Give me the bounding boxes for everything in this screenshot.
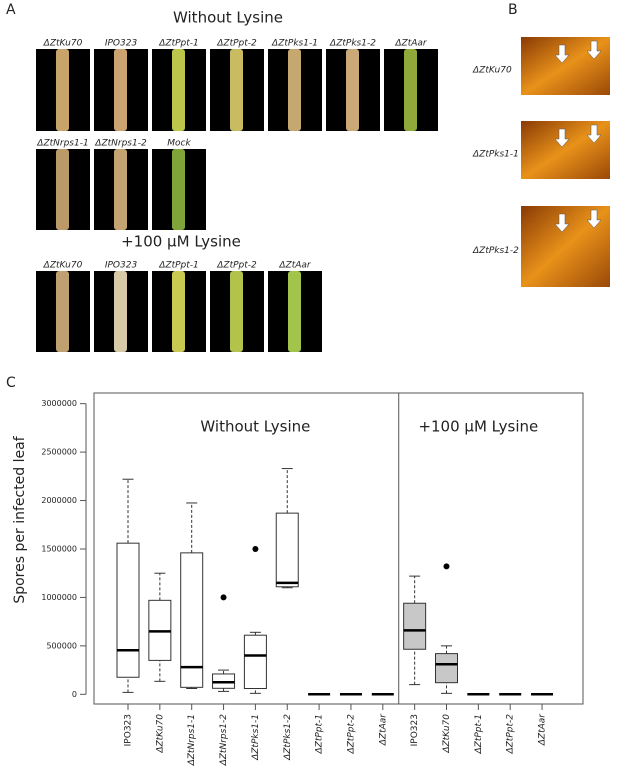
- arrow: [554, 128, 570, 148]
- leaf-label: ΔZtAar: [394, 39, 428, 49]
- leaf-label: ΔZtPpt-2: [216, 39, 257, 49]
- x-tick-label: ΔZtNrps1-1: [187, 714, 197, 766]
- y-tick-label: 1500000: [41, 544, 77, 553]
- box: [435, 653, 458, 684]
- leaf: [404, 49, 417, 131]
- box: [275, 512, 299, 588]
- x-tick-label: ΔZtPpt-1: [315, 714, 325, 755]
- y-tick-label: 1000000: [41, 593, 77, 602]
- leaf: [288, 49, 301, 131]
- box: [403, 602, 427, 650]
- arrow: [586, 124, 602, 144]
- y-tick-label: 2000000: [41, 496, 77, 505]
- leaf-label: ΔZtPks1-1: [271, 39, 318, 49]
- arrow: [554, 44, 570, 64]
- x-tick-label: ΔZtPks1-2: [283, 714, 293, 761]
- x-tick-label: ΔZtAar: [538, 713, 548, 747]
- leaf-label: ΔZtPpt-2: [216, 261, 257, 271]
- micrograph-label: ΔZtPks1-1: [472, 150, 519, 160]
- leaf: [114, 49, 127, 131]
- x-tick-label: ΔZtPpt-2: [506, 714, 516, 755]
- leaf: [114, 149, 127, 230]
- leaf: [172, 149, 185, 230]
- leaf-label: ΔZtPpt-1: [158, 39, 199, 49]
- x-tick-label: ΔZtKu70: [442, 714, 452, 754]
- y-tick-label: 2500000: [41, 448, 77, 457]
- leaf: [56, 149, 69, 230]
- arrow: [554, 213, 570, 233]
- leaf: [230, 49, 243, 131]
- outlier: [220, 594, 227, 601]
- x-tick-label: IPO323: [124, 714, 134, 746]
- leaf-label: IPO323: [105, 39, 138, 49]
- box: [116, 542, 140, 678]
- outlier: [252, 545, 259, 552]
- arrow: [586, 40, 602, 60]
- leaf: [288, 271, 301, 352]
- leaf-label: Mock: [167, 139, 191, 149]
- leaf: [172, 271, 185, 352]
- x-tick-label: ΔZtPpt-1: [474, 714, 484, 755]
- micrograph-label: ΔZtPks1-2: [472, 246, 519, 256]
- panel-label: C: [6, 375, 16, 391]
- leaf-label: ΔZtAar: [278, 261, 312, 271]
- outlier: [443, 563, 450, 570]
- leaf-label: ΔZtNrps1-2: [94, 139, 147, 149]
- y-axis-label: Spores per infected leaf: [12, 435, 28, 603]
- micrograph-label: ΔZtKu70: [472, 66, 512, 76]
- leaf-label: ΔZtPks1-2: [329, 39, 376, 49]
- box: [180, 552, 204, 688]
- leaf-label: ΔZtKu70: [43, 39, 83, 49]
- group-label: +100 µM Lysine: [418, 418, 538, 436]
- leaf-label: ΔZtPpt-1: [158, 261, 199, 271]
- y-tick-label: 3000000: [41, 399, 77, 408]
- y-tick-label: 0: [72, 690, 77, 699]
- leaf-label: IPO323: [105, 261, 138, 271]
- leaf: [56, 49, 69, 131]
- x-tick-label: ΔZtNrps1-2: [219, 714, 229, 767]
- panel-label: A: [6, 2, 16, 18]
- leaf: [230, 271, 243, 352]
- leaf: [346, 49, 359, 131]
- leaf-label: ΔZtNrps1-1: [36, 139, 88, 149]
- x-tick-label: ΔZtKu70: [155, 714, 165, 754]
- leaf: [56, 271, 69, 352]
- x-tick-label: ΔZtPpt-2: [346, 714, 356, 755]
- x-tick-label: ΔZtAar: [378, 713, 388, 747]
- x-tick-label: ΔZtPks1-1: [251, 714, 261, 761]
- arrow: [586, 209, 602, 229]
- leaf-label: ΔZtKu70: [43, 261, 83, 271]
- leaf: [114, 271, 127, 352]
- box: [243, 634, 267, 689]
- x-tick-label: IPO323: [410, 714, 420, 746]
- section-title: Without Lysine: [173, 9, 283, 27]
- section-title: +100 µM Lysine: [121, 233, 241, 251]
- leaf: [172, 49, 185, 131]
- panel-label: B: [508, 2, 518, 18]
- y-tick-label: 500000: [46, 641, 77, 650]
- group-label: Without Lysine: [200, 418, 310, 436]
